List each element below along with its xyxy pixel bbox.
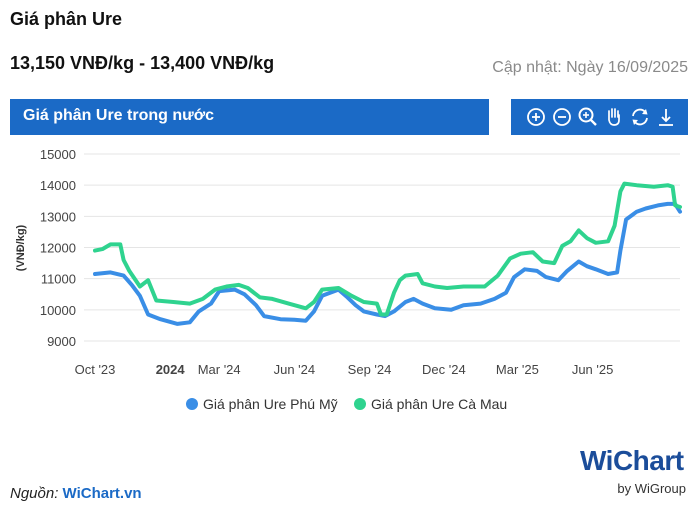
y-tick-label: 10000 [40,303,76,318]
y-axis-label: (VNĐ/kg) [15,224,27,271]
brand-subtitle: by WiGroup [617,481,686,496]
source-label: Nguồn: [10,485,59,502]
chart-panel-header: Giá phân Ure trong nước [10,99,489,135]
chart-panel-title: Giá phân Ure trong nước [23,107,214,124]
y-tick-label: 9000 [47,334,76,349]
y-tick-label: 12000 [40,241,76,256]
zoom-in-icon[interactable] [524,105,548,129]
x-tick-label: 2024 [156,362,186,377]
x-tick-label: Mar '25 [496,362,539,377]
zoom-out-icon[interactable] [550,105,574,129]
y-tick-label: 15000 [40,147,76,162]
x-tick-label: Sep '24 [348,362,392,377]
legend-item-ca-mau: Giá phân Ure Cà Mau [371,396,507,412]
y-tick-label: 14000 [40,178,76,193]
updated-date: Cập nhật: Ngày 16/09/2025 [492,59,688,76]
brand-logo: WiChart by WiGroup [580,445,690,500]
source-link[interactable]: WiChart.vn [62,485,142,502]
x-tick-label: Jun '24 [274,362,316,377]
legend-marker [354,398,366,410]
magnify-icon[interactable] [576,105,600,129]
legend-item-phu-my: Giá phân Ure Phú Mỹ [203,396,338,412]
legend-marker [186,398,198,410]
price-range: 13,150 VNĐ/kg - 13,400 VNĐ/kg [10,53,275,73]
download-icon[interactable] [654,105,678,129]
brand-name: WiChart [580,445,684,476]
pan-hand-icon[interactable] [602,105,626,129]
y-tick-label: 11000 [41,272,76,287]
price-line-chart: 9000 10000 11000 12000 13000 14000 15000 (VNĐ/k… [15,147,682,412]
chart-toolbar [511,99,688,135]
series-line-phu-my [93,201,682,326]
x-tick-label: Dec '24 [422,362,466,377]
x-tick-label: Oct '23 [75,362,116,377]
x-tick-label: Mar '24 [198,362,241,377]
series-line-ca-mau [93,181,682,317]
x-tick-label: Jun '25 [572,362,614,377]
y-tick-label: 13000 [40,209,76,224]
page-title: Giá phân Ure [10,9,123,29]
reset-icon[interactable] [628,105,652,129]
source-note: Nguồn: WiChart.vn [10,485,142,502]
